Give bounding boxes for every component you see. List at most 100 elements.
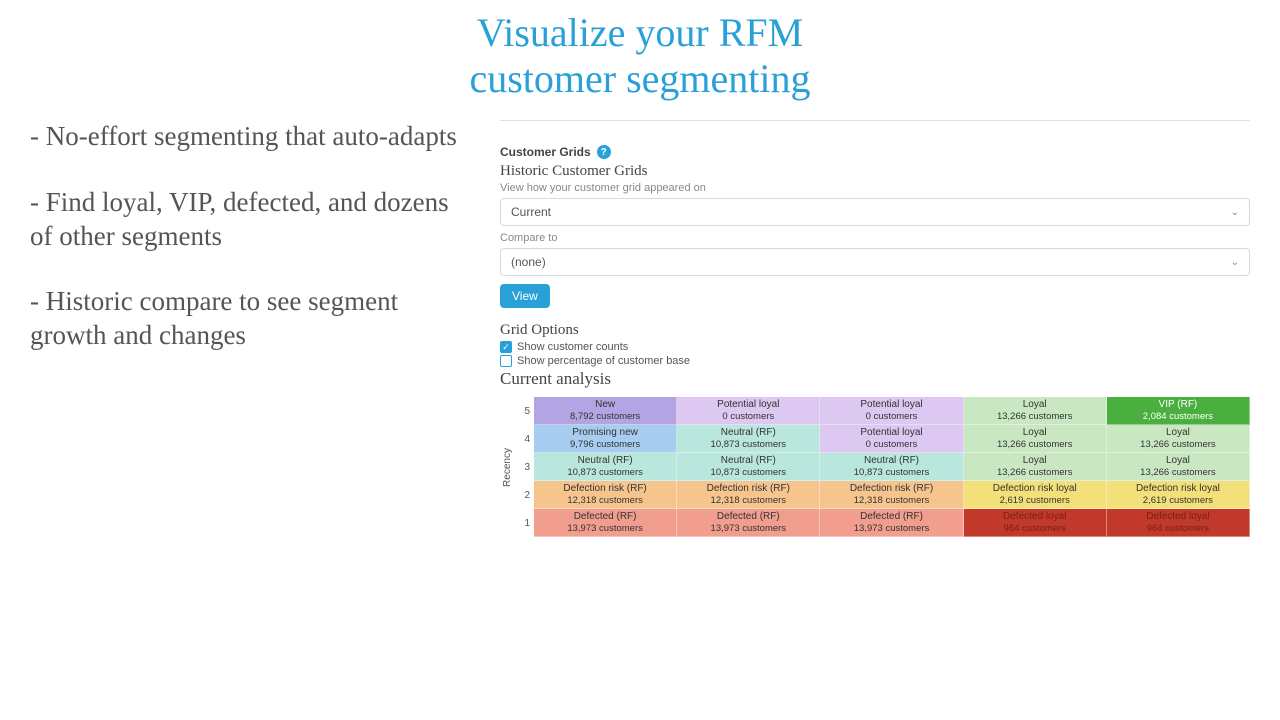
segment-name: Defection risk loyal bbox=[1136, 483, 1220, 494]
segment-name: Loyal bbox=[1166, 427, 1190, 438]
segment-cell[interactable]: Neutral (RF)10,873 customers bbox=[820, 453, 963, 481]
segment-count: 0 customers bbox=[866, 439, 918, 450]
rfm-grid-area: Recency 54321 New8,792 customersPotentia… bbox=[500, 397, 1250, 537]
segment-cell[interactable]: Potential loyal0 customers bbox=[820, 425, 963, 453]
segment-count: 0 customers bbox=[722, 411, 774, 422]
segment-cell[interactable]: Loyal13,266 customers bbox=[964, 453, 1107, 481]
y-tick-label: 4 bbox=[514, 425, 534, 453]
segment-name: Defection risk loyal bbox=[993, 483, 1077, 494]
segment-cell[interactable]: New8,792 customers bbox=[534, 397, 677, 425]
option-show-counts[interactable]: Show customer counts bbox=[500, 341, 1250, 353]
compare-to-label: Compare to bbox=[500, 232, 1250, 244]
segment-name: Defected loyal bbox=[1003, 511, 1066, 522]
segment-cell[interactable]: Promising new9,796 customers bbox=[534, 425, 677, 453]
grid-row: Defection risk (RF)12,318 customersDefec… bbox=[534, 481, 1250, 509]
segment-count: 10,873 customers bbox=[567, 467, 643, 478]
checkbox-checked-icon bbox=[500, 341, 512, 353]
segment-count: 13,266 customers bbox=[997, 439, 1073, 450]
segment-cell[interactable]: Potential loyal0 customers bbox=[677, 397, 820, 425]
segment-cell[interactable]: Defected (RF)13,973 customers bbox=[534, 509, 677, 537]
chevron-down-icon: ⌄ bbox=[1231, 257, 1239, 268]
compare-select-value: (none) bbox=[511, 255, 546, 269]
segment-count: 13,973 customers bbox=[567, 523, 643, 534]
segment-cell[interactable]: Defection risk (RF)12,318 customers bbox=[534, 481, 677, 509]
segment-count: 0 customers bbox=[866, 411, 918, 422]
customer-grids-label: Customer Grids bbox=[500, 145, 591, 159]
segment-cell[interactable]: Potential loyal0 customers bbox=[820, 397, 963, 425]
segment-cell[interactable]: Loyal13,266 customers bbox=[964, 425, 1107, 453]
bullet-item: - Historic compare to see segment growth… bbox=[30, 285, 470, 353]
option-show-percentage-label: Show percentage of customer base bbox=[517, 355, 690, 367]
segment-cell[interactable]: Neutral (RF)10,873 customers bbox=[677, 425, 820, 453]
segment-name: Loyal bbox=[1023, 399, 1047, 410]
segment-name: Defected (RF) bbox=[574, 511, 637, 522]
grid-options-title: Grid Options bbox=[500, 322, 1250, 339]
y-tick-label: 1 bbox=[514, 509, 534, 537]
segment-count: 2,619 customers bbox=[1143, 495, 1213, 506]
segment-count: 13,266 customers bbox=[1140, 439, 1216, 450]
help-icon[interactable]: ? bbox=[597, 145, 611, 159]
segment-count: 12,318 customers bbox=[711, 495, 787, 506]
segment-cell[interactable]: Defected loyal964 customers bbox=[964, 509, 1107, 537]
segment-count: 10,873 customers bbox=[711, 439, 787, 450]
option-show-percentage[interactable]: Show percentage of customer base bbox=[500, 355, 1250, 367]
historic-grids-subtitle: View how your customer grid appeared on bbox=[500, 182, 1250, 194]
bullet-item: - No-effort segmenting that auto-adapts bbox=[30, 120, 470, 154]
y-axis-label-text: Recency bbox=[502, 448, 513, 487]
compare-select[interactable]: (none) ⌄ bbox=[500, 248, 1250, 276]
grid-row: Neutral (RF)10,873 customersNeutral (RF)… bbox=[534, 453, 1250, 481]
segment-name: Neutral (RF) bbox=[721, 427, 776, 438]
segment-name: VIP (RF) bbox=[1159, 399, 1198, 410]
segment-count: 13,266 customers bbox=[997, 467, 1073, 478]
segment-count: 964 customers bbox=[1004, 523, 1066, 534]
segment-cell[interactable]: VIP (RF)2,084 customers bbox=[1107, 397, 1250, 425]
segment-name: New bbox=[595, 399, 615, 410]
segment-name: Defection risk (RF) bbox=[563, 483, 646, 494]
chevron-down-icon: ⌄ bbox=[1231, 207, 1239, 218]
segment-cell[interactable]: Neutral (RF)10,873 customers bbox=[677, 453, 820, 481]
segment-cell[interactable]: Defection risk loyal2,619 customers bbox=[964, 481, 1107, 509]
page-title: Visualize your RFM customer segmenting bbox=[0, 0, 1280, 102]
segment-name: Loyal bbox=[1166, 455, 1190, 466]
rfm-matrix: New8,792 customersPotential loyal0 custo… bbox=[534, 397, 1250, 537]
option-show-counts-label: Show customer counts bbox=[517, 341, 628, 353]
segment-count: 13,266 customers bbox=[997, 411, 1073, 422]
segment-name: Promising new bbox=[572, 427, 638, 438]
segment-count: 10,873 customers bbox=[711, 467, 787, 478]
segment-name: Loyal bbox=[1023, 427, 1047, 438]
grid-row: Promising new9,796 customersNeutral (RF)… bbox=[534, 425, 1250, 453]
bullet-list: - No-effort segmenting that auto-adapts … bbox=[30, 120, 500, 537]
historic-grids-title: Historic Customer Grids bbox=[500, 163, 1250, 180]
segment-cell[interactable]: Defection risk (RF)12,318 customers bbox=[820, 481, 963, 509]
bullet-item: - Find loyal, VIP, defected, and dozens … bbox=[30, 186, 470, 254]
segment-cell[interactable]: Defection risk loyal2,619 customers bbox=[1107, 481, 1250, 509]
segment-cell[interactable]: Defected (RF)13,973 customers bbox=[677, 509, 820, 537]
segment-cell[interactable]: Defected loyal964 customers bbox=[1107, 509, 1250, 537]
content-row: - No-effort segmenting that auto-adapts … bbox=[0, 102, 1280, 537]
segment-name: Defection risk (RF) bbox=[707, 483, 790, 494]
headline-line-1: Visualize your RFM bbox=[477, 10, 803, 55]
segment-name: Defection risk (RF) bbox=[850, 483, 933, 494]
segment-count: 2,084 customers bbox=[1143, 411, 1213, 422]
segment-count: 13,973 customers bbox=[854, 523, 930, 534]
segment-name: Neutral (RF) bbox=[578, 455, 633, 466]
segment-count: 12,318 customers bbox=[567, 495, 643, 506]
y-axis-label: Recency bbox=[500, 397, 514, 537]
segment-cell[interactable]: Loyal13,266 customers bbox=[1107, 453, 1250, 481]
headline-line-2: customer segmenting bbox=[469, 56, 810, 101]
segment-name: Neutral (RF) bbox=[721, 455, 776, 466]
current-analysis-title: Current analysis bbox=[500, 369, 1250, 389]
segment-cell[interactable]: Neutral (RF)10,873 customers bbox=[534, 453, 677, 481]
segment-name: Potential loyal bbox=[717, 399, 779, 410]
grid-row: New8,792 customersPotential loyal0 custo… bbox=[534, 397, 1250, 425]
segment-cell[interactable]: Loyal13,266 customers bbox=[964, 397, 1107, 425]
app-panel: Customer Grids ? Historic Customer Grids… bbox=[500, 120, 1250, 537]
segment-name: Defected (RF) bbox=[717, 511, 780, 522]
view-button[interactable]: View bbox=[500, 284, 550, 308]
segment-cell[interactable]: Defection risk (RF)12,318 customers bbox=[677, 481, 820, 509]
segment-count: 964 customers bbox=[1147, 523, 1209, 534]
customer-grids-header: Customer Grids ? bbox=[500, 145, 1250, 159]
segment-cell[interactable]: Defected (RF)13,973 customers bbox=[820, 509, 963, 537]
date-select[interactable]: Current ⌄ bbox=[500, 198, 1250, 226]
segment-cell[interactable]: Loyal13,266 customers bbox=[1107, 425, 1250, 453]
